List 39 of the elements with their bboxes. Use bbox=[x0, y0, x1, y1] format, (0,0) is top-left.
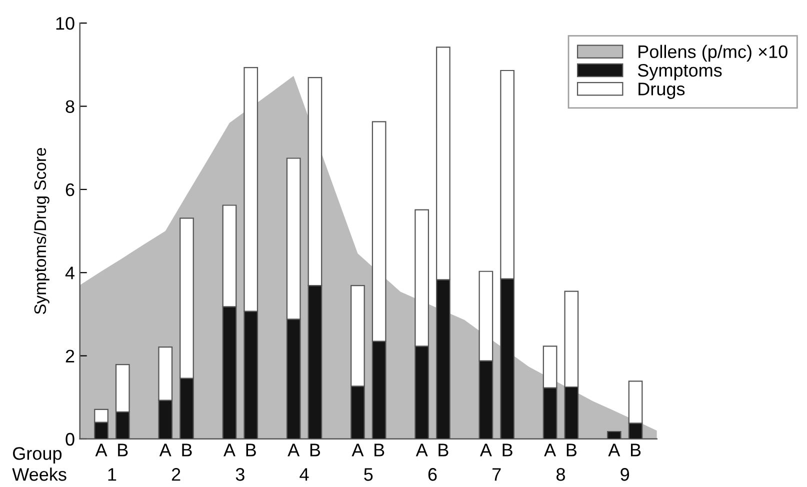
x-tick-label: B bbox=[630, 444, 641, 456]
y-tick-label: 6 bbox=[66, 183, 74, 196]
x-tick-label: B bbox=[438, 444, 448, 456]
text: 1 bbox=[108, 468, 116, 481]
y-axis-title: Symptoms/Drug Score bbox=[34, 148, 50, 314]
text: Weeks bbox=[12, 468, 66, 481]
x-tick-label: A bbox=[288, 444, 300, 456]
x-tick-label: B bbox=[182, 444, 192, 456]
text: 8 bbox=[556, 468, 565, 481]
x-tick-label: A bbox=[416, 444, 428, 456]
x-tick-label: A bbox=[352, 444, 364, 456]
x-tick-label: A bbox=[544, 444, 556, 456]
x-tick-label: A bbox=[159, 444, 172, 456]
x-tick-label: B bbox=[566, 444, 576, 456]
x-tick-label: B bbox=[374, 444, 384, 456]
x-tick-label: B bbox=[310, 444, 320, 456]
legend-label: Pollens (p/mc) ×10 bbox=[638, 44, 788, 62]
text: 9 bbox=[620, 468, 630, 481]
text: 2 bbox=[172, 468, 180, 481]
text: 7 bbox=[492, 468, 501, 481]
y-tick-label: 0 bbox=[66, 432, 74, 446]
x-tick-label: B bbox=[246, 444, 256, 456]
x-tick-label: A bbox=[608, 444, 620, 456]
text: 6 bbox=[428, 468, 437, 481]
y-tick-label: 10 bbox=[56, 17, 74, 30]
x-tick-label: B bbox=[502, 444, 512, 456]
y-tick-label: 2 bbox=[66, 350, 74, 362]
y-tick-label: 4 bbox=[65, 266, 75, 280]
text: 3 bbox=[236, 468, 244, 481]
text: 5 bbox=[364, 468, 373, 481]
text: Group bbox=[13, 447, 62, 464]
x-tick-label: A bbox=[95, 444, 108, 456]
x-tick-label: B bbox=[118, 444, 128, 456]
text: 4 bbox=[300, 468, 309, 481]
x-tick-label: A bbox=[480, 444, 492, 456]
x-tick-label: A bbox=[224, 444, 236, 456]
legend-label: Drugs bbox=[638, 82, 685, 99]
y-tick-label: 8 bbox=[66, 100, 74, 113]
legend-label: Symptoms bbox=[638, 64, 722, 80]
